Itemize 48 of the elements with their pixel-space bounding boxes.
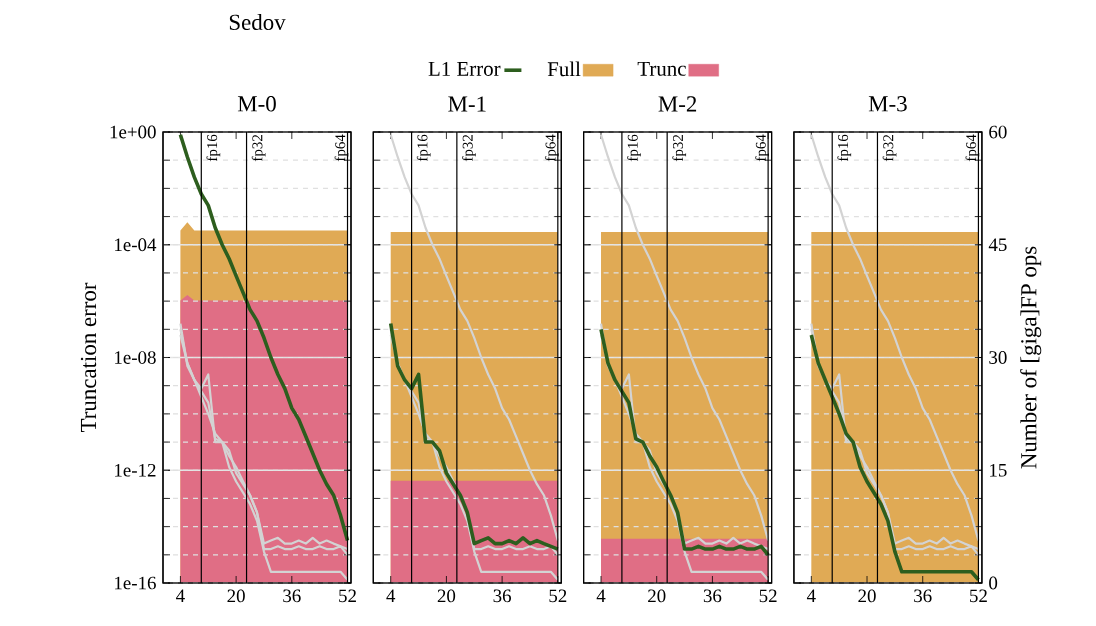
x-tick-label: 52 (970, 589, 987, 603)
chart-title: M-2 (658, 96, 697, 112)
ref-line-label: fp32 (251, 135, 266, 162)
x-tick-label: 52 (759, 589, 777, 603)
y2-tick-label: 15 (990, 463, 1007, 477)
x-tick-label: 20 (858, 589, 876, 603)
x-tick-label: 52 (549, 589, 567, 603)
x-tick-label: 4 (596, 589, 606, 602)
y2-tick-label: 60 (989, 125, 1007, 139)
ref-line-label: fp32 (882, 135, 897, 162)
y-tick-label: 1e-12 (115, 463, 156, 477)
x-tick-label: 4 (386, 589, 396, 602)
x-tick-label: 20 (437, 589, 456, 603)
ref-line-label: fp16 (416, 134, 431, 162)
y-tick-label: 1e-04 (115, 238, 157, 252)
ref-line-label: fp16 (627, 134, 641, 162)
y-tick-label: 1e-08 (115, 351, 156, 364)
legend-label: Trunc (637, 61, 686, 76)
x-tick-label: 20 (648, 589, 666, 603)
y2-axis-title: Number of [giga]FP ops (1020, 246, 1042, 469)
chart-subtitle: M-0 (237, 96, 276, 112)
ref-line-label: fp32 (672, 135, 687, 162)
chart-title: M-3 (868, 96, 907, 112)
ref-line-label: fp64 (965, 134, 980, 162)
ref-line-label: fp64 (755, 134, 769, 162)
y2-tick-label: 45 (988, 238, 1007, 252)
ref-line-label: fp32 (462, 135, 476, 162)
ref-line-label: fp64 (334, 134, 349, 162)
x-tick-label: 36 (283, 589, 301, 603)
y-axis-title: Truncation error (80, 282, 97, 433)
legend-label: Full (547, 61, 581, 77)
x-tick-label: 36 (914, 589, 932, 603)
legend-label: L1 Error (428, 61, 501, 76)
x-tick-label: 20 (227, 589, 245, 603)
y2-tick-label: 0 (989, 576, 998, 590)
chart-title: M-1 (448, 96, 486, 112)
x-tick-label: 52 (339, 589, 356, 603)
ref-line-label: fp16 (837, 134, 852, 162)
y2-tick-label: 30 (989, 351, 1007, 364)
x-tick-label: 36 (703, 589, 722, 603)
x-tick-label: 4 (806, 589, 816, 602)
chart-title: Sedov (229, 13, 286, 31)
y-tick-label: 1e-16 (115, 576, 156, 590)
x-tick-label: 4 (176, 589, 185, 602)
ref-line-label: fp16 (206, 134, 221, 162)
y-tick-label: 1e+00 (110, 125, 156, 139)
x-tick-label: 36 (493, 589, 512, 603)
ref-line-label: fp64 (544, 134, 559, 162)
